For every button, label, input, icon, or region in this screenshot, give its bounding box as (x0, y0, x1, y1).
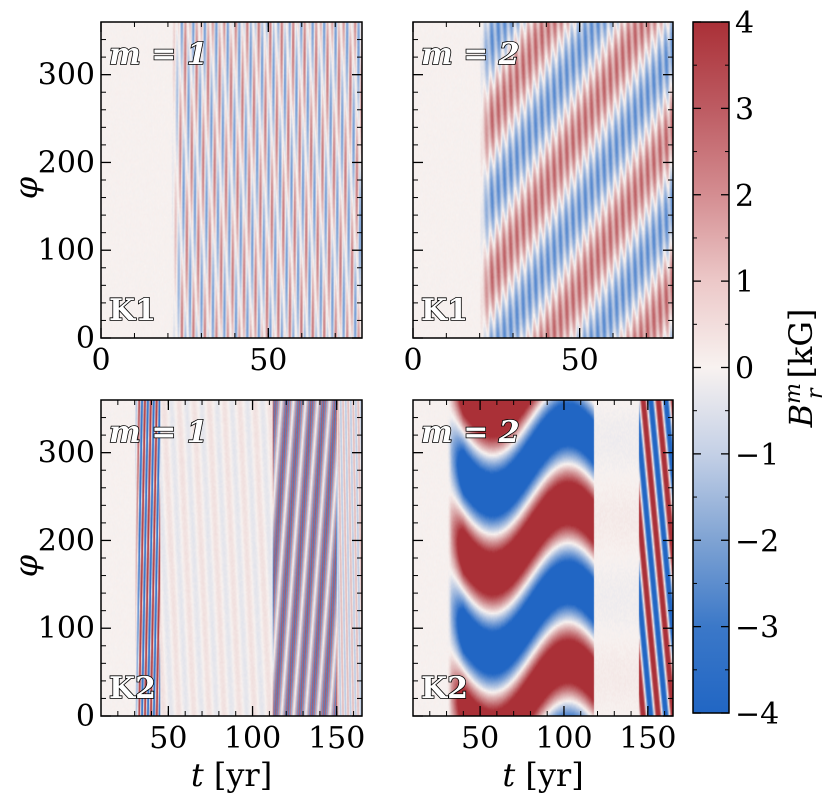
x-tick-label: 0 (403, 343, 422, 378)
colorbar-tick-label: −2 (735, 524, 779, 559)
y-tick-label: 0 (76, 699, 95, 734)
x-axis-label: t [yr] (191, 756, 272, 794)
colorbar-tick-label: 1 (735, 265, 754, 300)
colorbar: 4 3 2 1 0 −1 −2 −3 −4 Bmr[kG] (692, 6, 828, 732)
panel-k1-m2: 0 50 m = 2 K1 (403, 21, 674, 378)
x-tick-label: 50 (249, 343, 287, 378)
y-axis-label: φ (7, 176, 45, 199)
x-tick-label: 150 (619, 721, 676, 756)
heatmap-image (101, 22, 362, 338)
colorbar-tick-label: −3 (735, 611, 779, 646)
model-label: K1 (421, 293, 468, 328)
panels: 0 50 0 100 200 300 φ m = 1 K1 0 50 m = 2 K1 50 100 150 0… (7, 21, 676, 794)
colorbar-ticks: 4 3 2 1 0 −1 −2 −3 −4 (693, 6, 779, 732)
colorbar-label: Bmr[kG] (781, 309, 828, 429)
x-tick-label: 150 (308, 721, 365, 756)
x-axis-label: t [yr] (502, 756, 583, 794)
model-label: K2 (421, 671, 468, 706)
y-tick-label: 100 (38, 233, 95, 268)
x-tick-label: 0 (91, 343, 110, 378)
model-label: K2 (109, 671, 156, 706)
y-tick-label: 200 (38, 523, 95, 558)
x-tick-label: 100 (535, 721, 592, 756)
heatmap-image (413, 22, 673, 338)
panel-k2-m1: 50 100 150 0 100 200 300 φ t [yr] m = 1 K2 (7, 399, 365, 794)
model-label: K1 (109, 293, 156, 328)
y-tick-label: 100 (38, 611, 95, 646)
mode-label: m = 1 (109, 37, 208, 72)
x-tick-label: 100 (224, 721, 281, 756)
y-tick-label: 200 (38, 145, 95, 180)
y-tick-label: 0 (76, 321, 95, 356)
colorbar-tick-label: 3 (735, 92, 754, 127)
colorbar-tick-label: 4 (735, 6, 754, 41)
colorbar-tick-label: −1 (735, 438, 779, 473)
mode-label: m = 2 (421, 415, 520, 450)
mode-label: m = 1 (109, 415, 208, 450)
panel-k1-m1: 0 50 0 100 200 300 φ m = 1 K1 (7, 21, 363, 378)
x-tick-label: 50 (461, 721, 499, 756)
heatmap-image (413, 400, 673, 716)
colorbar-tick-label: 0 (735, 352, 754, 387)
colorbar-tick-label: −4 (735, 697, 779, 732)
y-tick-label: 300 (38, 58, 95, 93)
heatmap-image (101, 400, 362, 716)
y-axis-label: φ (7, 554, 45, 577)
mode-label: m = 2 (421, 37, 520, 72)
colorbar-tick-label: 2 (735, 179, 754, 214)
panel-k2-m2: 50 100 150 t [yr] m = 2 K2 (412, 399, 676, 794)
x-tick-label: 50 (561, 343, 599, 378)
x-tick-label: 50 (149, 721, 187, 756)
y-tick-label: 300 (38, 436, 95, 471)
